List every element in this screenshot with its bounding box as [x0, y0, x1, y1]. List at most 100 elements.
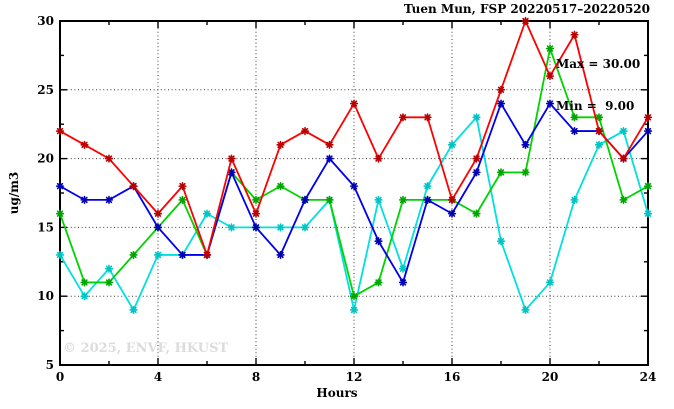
y-tick-label: 15 [37, 220, 54, 234]
series-red-marker [571, 31, 578, 38]
y-tick-label: 5 [46, 358, 54, 372]
series-green-marker [644, 182, 652, 190]
series-blue-marker [154, 224, 162, 231]
series-green-marker [326, 196, 333, 204]
series-cyan-marker [644, 210, 652, 217]
series-cyan-marker [301, 224, 309, 231]
series-red-marker [203, 251, 211, 259]
series-cyan-marker [154, 251, 162, 259]
series-red-marker [301, 127, 309, 135]
series-green-marker [522, 169, 529, 176]
series-blue-marker [424, 196, 431, 204]
series-red-marker [277, 141, 284, 149]
series-red-marker [546, 72, 554, 80]
series-blue-marker [179, 251, 186, 259]
chart-title: Tuen Mun, FSP 20220517–20220520 [403, 2, 650, 16]
series-red-marker [350, 100, 358, 107]
series-green-marker [571, 114, 578, 121]
series-green-marker [105, 279, 113, 286]
series-blue-marker [252, 224, 260, 231]
series-blue-marker [301, 196, 309, 204]
series-blue-marker [105, 196, 113, 204]
series-blue-marker [56, 182, 64, 190]
y-tick-label: 30 [37, 14, 54, 28]
y-tick-label: 20 [37, 152, 54, 166]
series-green-marker [252, 196, 260, 204]
x-tick-label: 8 [252, 370, 260, 384]
series-blue-marker [497, 100, 505, 107]
series-blue-marker [350, 182, 358, 190]
series-cyan-marker [56, 251, 64, 259]
series-green-marker [620, 196, 627, 204]
series-red-marker [179, 182, 186, 190]
series-green-marker [350, 293, 358, 300]
x-tick-label: 0 [56, 370, 64, 384]
series-cyan-marker [130, 306, 137, 314]
series-blue-marker [546, 100, 554, 107]
x-tick-label: 20 [542, 370, 559, 384]
series-cyan-marker [620, 127, 627, 135]
stats-annotation: Max = 30.00 Min = 9.00 [556, 29, 640, 141]
series-cyan-marker [522, 306, 529, 314]
series-blue-marker [571, 127, 578, 135]
series-blue-marker [644, 127, 652, 135]
series-cyan-marker [546, 279, 554, 286]
series-cyan-marker [497, 237, 505, 245]
series-green-marker [399, 196, 407, 204]
series-cyan-marker [571, 196, 578, 204]
series-red-marker [644, 114, 652, 121]
max-value-label: Max = 30.00 [556, 57, 641, 71]
series-blue-marker [399, 279, 407, 286]
series-red-marker [105, 155, 113, 162]
series-red-marker [595, 127, 603, 135]
series-green-marker [473, 210, 480, 217]
series-red-marker [399, 114, 407, 121]
series-cyan-marker [81, 293, 88, 300]
series-cyan-marker [203, 210, 211, 217]
series-cyan-marker [228, 224, 235, 231]
y-tick-label: 25 [37, 83, 54, 97]
series-cyan-marker [105, 265, 113, 272]
min-value-label: Min = 9.00 [556, 99, 635, 113]
series-cyan-marker [277, 224, 284, 231]
series-cyan-marker [595, 141, 603, 149]
series-green-marker [81, 279, 88, 286]
series-red-marker [497, 86, 505, 93]
x-tick-label: 16 [444, 370, 461, 384]
plot-border [59, 20, 649, 366]
series-cyan-marker [375, 196, 382, 204]
series-red-marker [375, 155, 382, 162]
x-tick-label: 24 [640, 370, 657, 384]
watermark: © 2025, ENVF, HKUST [63, 341, 229, 356]
series-green-marker [130, 251, 137, 259]
series-cyan-marker [424, 182, 431, 190]
series-blue-marker [326, 155, 333, 162]
series-blue-marker [448, 210, 456, 217]
series-green-marker [277, 182, 284, 190]
x-tick-label: 12 [346, 370, 363, 384]
series-green-marker [595, 114, 603, 121]
series-green-marker [56, 210, 64, 217]
series-red-marker [154, 210, 162, 217]
series-red-marker [473, 155, 480, 162]
series-red-marker [326, 141, 333, 149]
x-tick-label: 4 [154, 370, 162, 384]
series-cyan-marker [448, 141, 456, 149]
series-red-marker [228, 155, 235, 162]
series-blue-marker [81, 196, 88, 204]
series-red-marker [56, 127, 64, 135]
y-axis-label: ug/m3 [7, 171, 21, 215]
series-red-marker [81, 141, 88, 149]
series-red-marker [130, 182, 137, 190]
series-green-marker [497, 169, 505, 176]
series-green-marker [179, 196, 186, 204]
series-cyan-marker [473, 114, 480, 121]
series-red-marker [620, 155, 627, 162]
series-cyan-marker [350, 306, 358, 314]
series-blue-marker [228, 169, 235, 176]
series-red-marker [522, 17, 529, 25]
y-tick-label: 10 [37, 289, 54, 303]
series-blue-marker [473, 169, 480, 176]
